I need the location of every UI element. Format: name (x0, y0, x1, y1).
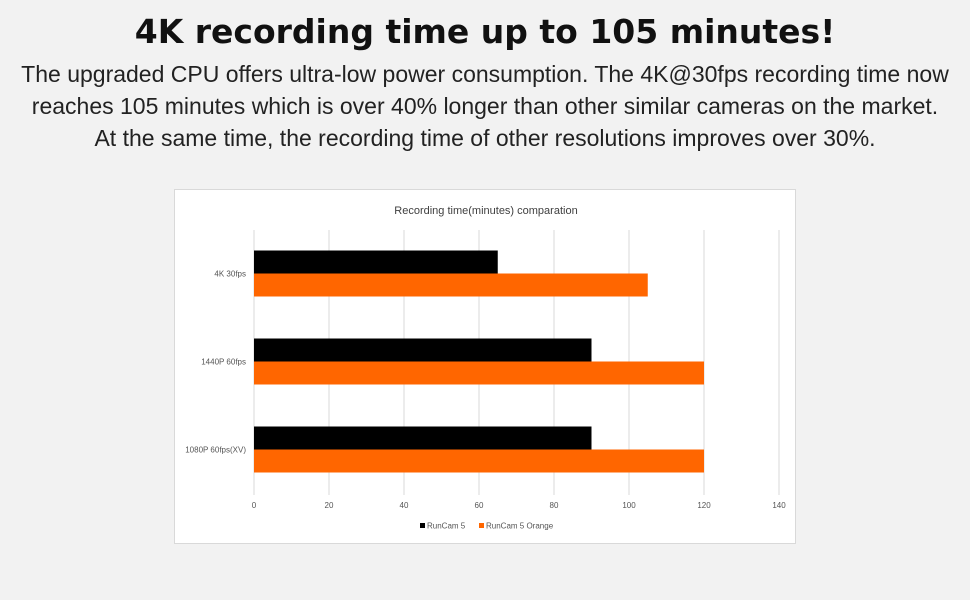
description-line: The upgraded CPU offers ultra-low power … (21, 61, 949, 87)
page-description: The upgraded CPU offers ultra-low power … (0, 58, 970, 154)
page-title: 4K recording time up to 105 minutes! (134, 12, 836, 51)
x-tick-label: 60 (475, 501, 484, 510)
x-tick-label: 20 (325, 501, 334, 510)
bar-runcam-5-orange (254, 361, 704, 385)
description-line: reaches 105 minutes which is over 40% lo… (31, 93, 939, 119)
x-tick-label: 0 (252, 501, 257, 510)
legend-swatch (420, 523, 425, 528)
x-tick-label: 100 (622, 501, 636, 510)
x-tick-label: 40 (400, 501, 409, 510)
chart-title: Recording time(minutes) comparation (394, 205, 577, 217)
x-tick-label: 80 (550, 501, 559, 510)
x-axis-tick-labels: 0 20 40 60 80 100 120 140 (252, 501, 786, 510)
legend-swatch (479, 523, 484, 528)
bar-runcam-5 (254, 250, 498, 274)
category-label: 1080P 60fps(XV) (185, 446, 246, 455)
recording-time-chart: Recording time(minutes) comparation 4K 3… (185, 205, 786, 531)
legend-label: RunCam 5 (427, 522, 466, 531)
description-line: At the same time, the recording time of … (94, 125, 876, 151)
legend-label: RunCam 5 Orange (486, 522, 554, 531)
x-tick-label: 140 (772, 501, 786, 510)
bar-runcam-5-orange (254, 273, 648, 297)
category-label: 1440P 60fps (201, 358, 246, 367)
bar-runcam-5 (254, 338, 592, 362)
chart-card: Recording time(minutes) comparation 4K 3… (174, 189, 796, 544)
x-tick-label: 120 (697, 501, 711, 510)
category-label: 4K 30fps (214, 270, 246, 279)
category-labels: 4K 30fps 1440P 60fps 1080P 60fps(XV) (185, 270, 246, 455)
bar-runcam-5-orange (254, 449, 704, 473)
bar-runcam-5 (254, 426, 592, 450)
legend: RunCam 5 RunCam 5 Orange (420, 522, 554, 531)
bars (254, 250, 704, 473)
